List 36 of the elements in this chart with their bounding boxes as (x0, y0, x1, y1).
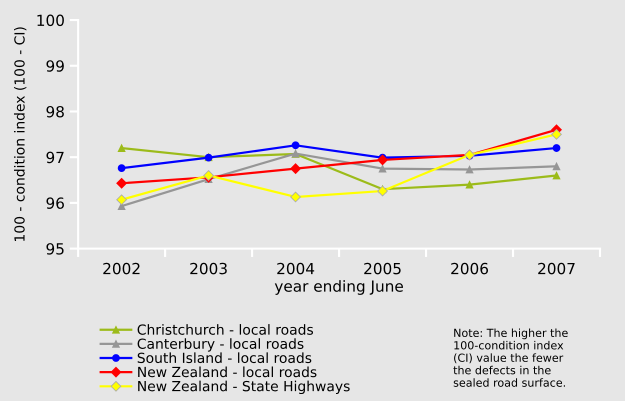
legend-label: Canterbury - local roads (138, 338, 304, 352)
y-tick-label: 97 (46, 152, 64, 164)
point (118, 164, 126, 172)
y-tick-label: 95 (46, 243, 64, 255)
y-tick-label: 100 (37, 14, 64, 26)
point (551, 129, 562, 140)
point (377, 154, 388, 166)
x-tick-label: 2005 (364, 262, 401, 274)
point (118, 144, 126, 152)
x-tick-label: 2006 (451, 262, 488, 274)
point (378, 164, 386, 173)
point (552, 144, 560, 152)
point (290, 163, 301, 174)
x-tick-label: 2002 (103, 262, 140, 274)
point (292, 141, 300, 150)
text: Note: The higher the 100-condition index (CI) value the fewer the defects in the sealed road surface. (453, 328, 568, 387)
x-axis-title: year ending June (274, 280, 403, 295)
legend-label: New Zealand - State Highways (138, 380, 350, 394)
y-tick-label: 96 (46, 197, 64, 209)
legend-label: Christchurch - local roads (138, 324, 314, 335)
point (377, 186, 388, 196)
x-tick-label: 2007 (538, 262, 575, 274)
legend-label: New Zealand - local roads (138, 366, 316, 378)
x-tick-label: 2004 (277, 262, 314, 274)
point (552, 172, 560, 180)
point (552, 162, 560, 170)
point (290, 192, 301, 202)
point (466, 166, 474, 174)
point (116, 194, 127, 206)
point (466, 180, 474, 189)
legend-label: South Island - local roads (138, 352, 312, 364)
y-axis-title: 100 - condition index (100 - CI) (14, 27, 26, 241)
x-tick-label: 2003 (190, 262, 227, 274)
y-tick-label: 98 (46, 106, 64, 118)
y-tick-label: 99 (46, 60, 64, 72)
point (116, 178, 127, 189)
